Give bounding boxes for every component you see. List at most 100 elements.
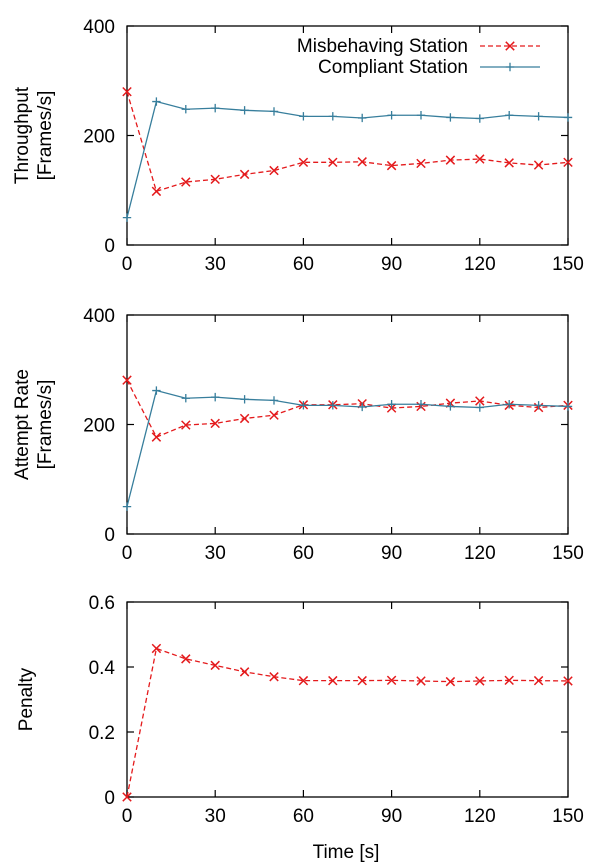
attempt-rate-plot: 0 30 60 90 120 150 0 200 400 Attempt Rate [Frames/…	[12, 306, 584, 564]
x-tick-label: 90	[381, 543, 402, 564]
x-tick-label: 60	[293, 543, 314, 564]
y-tick-label: 0	[104, 525, 115, 546]
y-axis-title: Penalty	[16, 667, 37, 731]
x-tick-label: 0	[122, 254, 133, 275]
x-tick-label: 90	[381, 254, 402, 275]
misbehaving-station-point	[151, 186, 162, 197]
compliant-station-point	[240, 395, 249, 404]
compliant-station-point	[240, 106, 249, 115]
y-axis-title: Attempt Rate	[12, 369, 33, 480]
legend-marker	[505, 62, 515, 72]
compliant-station-point	[299, 401, 308, 410]
compliant-station-point	[211, 392, 220, 402]
x-tick-label: 0	[122, 543, 133, 564]
compliant-station-point	[181, 394, 190, 403]
legend-label: Misbehaving Station	[297, 36, 468, 57]
compliant-station-point	[299, 112, 308, 121]
compliant-station-point	[328, 112, 337, 121]
compliant-station-point	[416, 400, 426, 409]
misbehaving-station-point	[475, 154, 485, 164]
compliant-station-point	[152, 386, 161, 395]
y-tick-label: 0.6	[89, 593, 115, 614]
penalty-point	[445, 676, 456, 687]
plot-frame	[126, 314, 569, 535]
compliant-station-point	[387, 400, 396, 409]
penalty-point	[328, 675, 338, 686]
y-tick-label: 400	[83, 306, 115, 327]
misbehaving-station-point	[269, 410, 279, 420]
compliant-station-point	[328, 401, 337, 410]
y-tick-label: 0.2	[89, 723, 115, 744]
x-tick-label: 0	[122, 806, 133, 827]
compliant-station-point	[563, 113, 573, 122]
compliant-station-point	[269, 396, 279, 405]
x-tick-label: 120	[464, 254, 496, 275]
misbehaving-station-point	[239, 169, 250, 180]
misbehaving-station-point	[533, 160, 544, 170]
penalty-point	[386, 675, 397, 686]
misbehaving-station-point	[416, 158, 426, 169]
compliant-station-point	[387, 111, 396, 120]
x-tick-label: 150	[552, 254, 584, 275]
penalty-point	[475, 676, 485, 686]
misbehaving-station-point	[122, 375, 132, 385]
x-tick-label: 60	[293, 806, 314, 827]
compliant-station-point	[122, 213, 132, 222]
legend-marker	[505, 41, 515, 51]
penalty-point	[533, 675, 544, 686]
x-tick-label: 30	[205, 254, 226, 275]
compliant-station-point	[181, 105, 190, 114]
compliant-station-point	[446, 402, 455, 411]
compliant-station-point	[358, 402, 367, 412]
compliant-station-point	[211, 103, 220, 113]
misbehaving-station-point	[181, 177, 191, 187]
penalty-point	[122, 792, 132, 802]
y-tick-label: 0	[104, 236, 115, 257]
y-tick-label: 200	[83, 416, 115, 437]
misbehaving-station-point	[386, 160, 397, 171]
compliant-station-line	[126, 100, 569, 218]
legend-label: Compliant Station	[318, 57, 468, 78]
compliant-station-point	[505, 111, 514, 120]
compliant-station-point	[475, 114, 484, 123]
penalty-point	[416, 676, 426, 686]
x-tick-label: 150	[552, 806, 584, 827]
y-tick-label: 200	[83, 127, 115, 148]
penalty-point	[357, 675, 367, 686]
misbehaving-station-point	[239, 413, 250, 424]
compliant-station-point	[534, 401, 543, 410]
penalty-point	[151, 643, 162, 654]
compliant-station-point	[358, 113, 367, 123]
misbehaving-station-line	[126, 91, 569, 193]
misbehaving-station-point	[475, 396, 485, 406]
misbehaving-station-point	[210, 418, 220, 429]
x-tick-label: 90	[381, 806, 402, 827]
y-tick-label: 400	[83, 17, 115, 38]
misbehaving-station-point	[563, 157, 573, 168]
compliant-station-point	[563, 402, 573, 411]
compliant-station-line	[126, 389, 569, 507]
y-axis-title: [Frames/s]	[35, 380, 56, 470]
throughput-plot: 0 30 60 90 120 150 0 200 400 Throughput [Frames/s]…	[12, 17, 584, 275]
misbehaving-station-point	[298, 157, 309, 168]
x-tick-label: 120	[464, 543, 496, 564]
misbehaving-station-point	[269, 165, 279, 176]
compliant-station-point	[416, 111, 426, 120]
plot-frame	[126, 601, 569, 798]
misbehaving-station-point	[357, 157, 367, 167]
penalty-point	[504, 675, 514, 686]
compliant-station-point	[534, 112, 543, 121]
x-tick-label: 120	[464, 806, 496, 827]
y-axis-title: [Frames/s]	[35, 91, 56, 181]
misbehaving-station-line	[126, 379, 569, 438]
misbehaving-station-point	[504, 158, 514, 168]
penalty-point	[239, 667, 250, 677]
misbehaving-station-point	[122, 86, 132, 97]
penalty-plot: 0 30 60 90 120 150 0 0.2 0.4 0.6 Penalty	[16, 593, 584, 827]
y-tick-label: 0.4	[89, 658, 116, 679]
penalty-point	[563, 676, 573, 686]
misbehaving-station-point	[328, 157, 338, 168]
compliant-station-point	[152, 97, 161, 106]
x-tick-label: 30	[205, 806, 226, 827]
